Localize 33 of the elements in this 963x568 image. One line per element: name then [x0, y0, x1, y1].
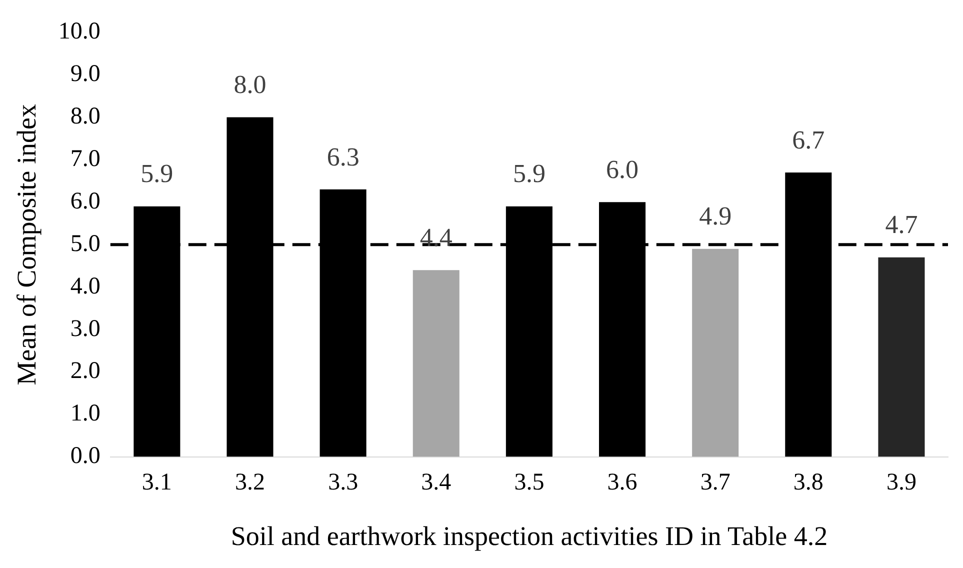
x-axis-title: Soil and earthwork inspection activities ID in Table 4.2 [230, 520, 828, 551]
y-tick-label: 10.0 [58, 18, 100, 45]
x-tick-label: 3.7 [700, 469, 730, 496]
y-tick-label: 5.0 [70, 230, 100, 257]
y-tick-label: 9.0 [70, 61, 100, 88]
data-label: 8.0 [234, 70, 266, 100]
data-label: 6.3 [326, 142, 360, 172]
bar [692, 248, 739, 457]
data-label: 6.7 [792, 125, 825, 154]
y-tick-label: 7.0 [70, 146, 100, 172]
y-tick-label: 4.0 [70, 273, 100, 300]
bar [412, 270, 460, 457]
y-tick-label: 8.0 [70, 104, 100, 130]
bar [878, 257, 925, 457]
data-label: 5.9 [512, 159, 546, 188]
y-axis-title: Mean of Composite index [11, 104, 42, 386]
data-label: 4.7 [885, 210, 918, 240]
x-tick-label: 3.8 [793, 469, 824, 496]
y-tick-label: 6.0 [70, 188, 100, 214]
data-label: 4.9 [699, 202, 732, 231]
y-tick-label: 3.0 [70, 316, 100, 342]
x-tick-label: 3.1 [142, 469, 172, 496]
x-tick-label: 3.2 [235, 469, 265, 496]
x-tick-label: 3.4 [421, 469, 452, 496]
x-tick-label: 3.9 [886, 469, 916, 496]
data-label: 5.9 [140, 159, 174, 188]
x-tick-label: 3.3 [328, 469, 358, 496]
data-label: 6.0 [606, 154, 639, 184]
y-tick-label: 0.0 [70, 443, 100, 470]
x-tick-label: 3.5 [514, 469, 544, 496]
x-tick-label: 3.6 [607, 469, 638, 496]
y-tick-label: 2.0 [70, 358, 100, 384]
y-tick-label: 1.0 [70, 400, 100, 427]
